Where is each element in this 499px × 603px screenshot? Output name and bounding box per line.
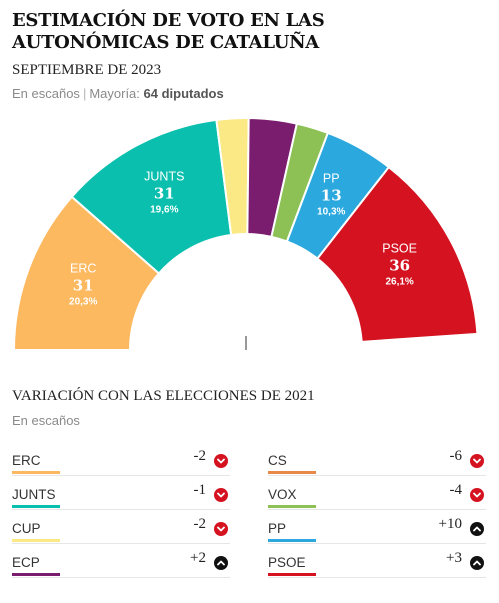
variation-column-left: ERC -2 JUNTS -1 CUP -2 ECP +2 [12, 442, 230, 578]
chevron-down-icon [470, 454, 484, 468]
chevron-down-icon [214, 488, 228, 502]
slice-share-psoe: 26,1% [385, 276, 413, 287]
chevron-up-icon [470, 556, 484, 570]
variation-row-vox: VOX -4 [268, 476, 486, 510]
variation-color-bar-vox [268, 505, 316, 508]
variation-party-junts: JUNTS [12, 487, 56, 502]
slice-label-pp: PP [323, 171, 340, 185]
majority-label: Mayoría: [89, 86, 140, 101]
chevron-up-icon [214, 556, 228, 570]
variation-delta-erc: -2 [193, 448, 207, 464]
slice-share-erc: 20,3% [69, 297, 97, 308]
variation-party-erc: ERC [12, 453, 41, 468]
variation-row-junts: JUNTS -1 [12, 476, 230, 510]
variation-party-vox: VOX [268, 487, 297, 502]
variation-delta-psoe: +3 [446, 550, 462, 566]
variation-party-cs: CS [268, 453, 287, 468]
variation-row-cup: CUP -2 [12, 510, 230, 544]
slice-label-junts: JUNTS [144, 169, 184, 183]
variation-delta-cup: -2 [193, 516, 207, 532]
slice-psoe [316, 165, 479, 343]
slice-label-psoe: PSOE [382, 241, 417, 255]
variation-color-bar-junts [12, 505, 60, 508]
variation-color-bar-erc [12, 471, 60, 474]
variation-row-cs: CS -6 [268, 442, 486, 476]
page-title: ESTIMACIÓN DE VOTO EN LAS AUTONÓMICAS DE… [12, 10, 325, 53]
variation-delta-cs: -6 [449, 448, 463, 464]
slice-value-pp: 13 [321, 186, 342, 204]
hemicycle-chart: ERC3120,3%JUNTS3119,6%PP1310,3%PSOE3626,… [12, 117, 479, 351]
unit-majority-line: En escaños | Mayoría: 64 diputados [12, 86, 224, 101]
slice-label-erc: ERC [70, 262, 96, 276]
variation-delta-pp: +10 [438, 516, 462, 532]
variation-delta-vox: -4 [449, 482, 463, 498]
variation-color-bar-cup [12, 539, 60, 542]
variation-color-bar-cs [268, 471, 316, 474]
variation-row-erc: ERC -2 [12, 442, 230, 476]
majority-value: 64 diputados [143, 86, 224, 101]
unit-label: En escaños [12, 86, 80, 101]
variation-color-bar-psoe [268, 573, 316, 576]
variation-party-ecp: ECP [12, 555, 40, 570]
variation-row-pp: PP +10 [268, 510, 486, 544]
variation-row-ecp: ECP +2 [12, 544, 230, 578]
variation-row-psoe: PSOE +3 [268, 544, 486, 578]
chevron-down-icon [214, 454, 228, 468]
chevron-down-icon [214, 522, 228, 536]
meta-separator: | [82, 86, 87, 101]
slice-value-erc: 31 [73, 277, 94, 295]
variation-party-psoe: PSOE [268, 555, 306, 570]
variation-color-bar-pp [268, 539, 316, 542]
slice-share-junts: 19,6% [150, 204, 178, 215]
date-subtitle: SEPTIEMBRE DE 2023 [12, 62, 162, 78]
slice-value-junts: 31 [154, 184, 175, 202]
variation-delta-ecp: +2 [190, 550, 206, 566]
chevron-down-icon [470, 488, 484, 502]
variation-party-pp: PP [268, 521, 287, 536]
variation-column-right: CS -6 VOX -4 PP +10 PSOE +3 [268, 442, 486, 578]
slice-value-psoe: 36 [389, 256, 410, 274]
chevron-up-icon [470, 522, 484, 536]
variation-unit: En escaños [12, 413, 80, 428]
slice-share-pp: 10,3% [317, 206, 345, 217]
variation-delta-junts: -1 [193, 482, 207, 498]
variation-color-bar-ecp [12, 573, 60, 576]
variation-title: VARIACIÓN CON LAS ELECCIONES DE 2021 [12, 388, 315, 404]
variation-party-cup: CUP [12, 521, 41, 536]
